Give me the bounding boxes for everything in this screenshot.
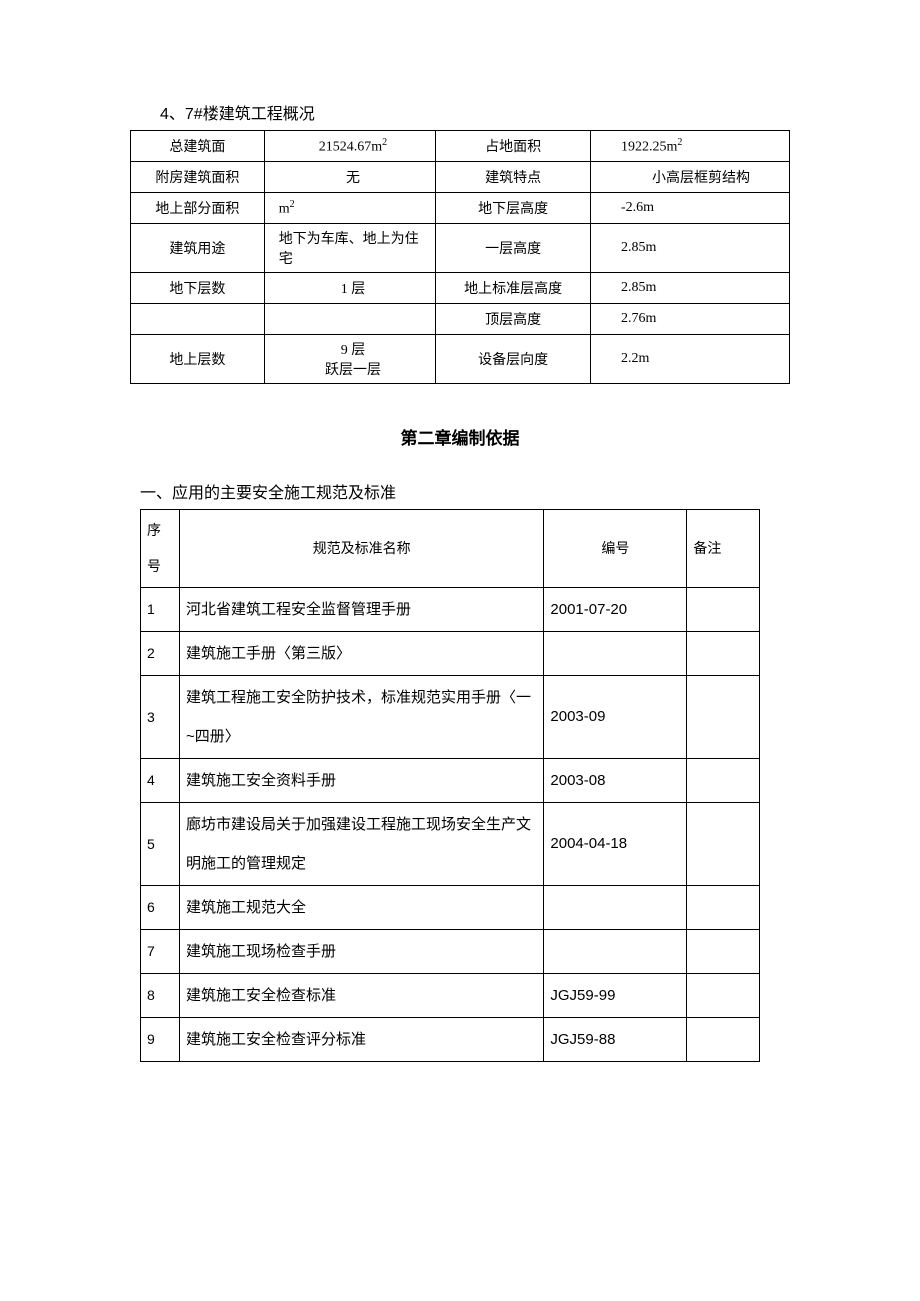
- table-row: 建筑用途地下为车库、地上为住宅一层高度2.85m: [131, 224, 790, 273]
- col-header-code: 编号: [544, 510, 687, 588]
- cell-note: [687, 802, 760, 885]
- cell-name: 建筑施工现场检查手册: [180, 929, 544, 973]
- col-header-name: 规范及标准名称: [180, 510, 544, 588]
- cell-name: 建筑施工手册〈第三版〉: [180, 631, 544, 675]
- cell-value: 2.85m: [591, 273, 790, 304]
- cell-seq: 4: [141, 758, 180, 802]
- table-row: 9建筑施工安全检查评分标准JGJ59-88: [141, 1017, 760, 1061]
- cell-note: [687, 758, 760, 802]
- table-row: 7建筑施工现场检查手册: [141, 929, 760, 973]
- cell-value: 2.76m: [591, 304, 790, 335]
- cell-value: m2: [264, 193, 436, 224]
- cell-note: [687, 675, 760, 758]
- cell-name: 河北省建筑工程安全监督管理手册: [180, 587, 544, 631]
- cell-code: 2003-08: [544, 758, 687, 802]
- cell-seq: 1: [141, 587, 180, 631]
- cell-label: 建筑用途: [131, 224, 265, 273]
- table-row: 5廊坊市建设局关于加强建设工程施工现场安全生产文明施工的管理规定2004-04-…: [141, 802, 760, 885]
- cell-seq: 6: [141, 885, 180, 929]
- cell-label: 地下层高度: [436, 193, 591, 224]
- cell-label: 地上标准层高度: [436, 273, 591, 304]
- cell-note: [687, 631, 760, 675]
- cell-value: 21524.67m2: [264, 131, 436, 162]
- subsection-heading: 4、7#楼建筑工程概况: [160, 100, 790, 124]
- standards-table: 序号 规范及标准名称 编号 备注 1河北省建筑工程安全监督管理手册2001-07…: [140, 509, 760, 1062]
- cell-label: 地下层数: [131, 273, 265, 304]
- overview-table: 总建筑面21524.67m2占地面积1922.25m2附房建筑面积无建筑特点小高…: [130, 130, 790, 384]
- cell-seq: 9: [141, 1017, 180, 1061]
- cell-name: 建筑工程施工安全防护技术，标准规范实用手册〈一~四册〉: [180, 675, 544, 758]
- cell-value: 1 层: [264, 273, 436, 304]
- chapter-heading: 第二章编制依据: [130, 424, 790, 449]
- cell-seq: 2: [141, 631, 180, 675]
- table-row: 3建筑工程施工安全防护技术，标准规范实用手册〈一~四册〉2003-09: [141, 675, 760, 758]
- cell-value: 小高层框剪结构: [591, 162, 790, 193]
- col-header-seq: 序号: [141, 510, 180, 588]
- cell-note: [687, 973, 760, 1017]
- cell-label: 顶层高度: [436, 304, 591, 335]
- cell-code: 2004-04-18: [544, 802, 687, 885]
- cell-value: 2.2m: [591, 335, 790, 384]
- section-heading: 一、应用的主要安全施工规范及标准: [140, 479, 790, 503]
- table-header-row: 序号 规范及标准名称 编号 备注: [141, 510, 760, 588]
- cell-name: 建筑施工安全资料手册: [180, 758, 544, 802]
- col-header-note: 备注: [687, 510, 760, 588]
- cell-code: [544, 631, 687, 675]
- table-row: 地上层数9 层跃层一层设备层向度2.2m: [131, 335, 790, 384]
- table-row: 2建筑施工手册〈第三版〉: [141, 631, 760, 675]
- cell-label: 地上层数: [131, 335, 265, 384]
- cell-code: JGJ59-99: [544, 973, 687, 1017]
- cell-code: [544, 885, 687, 929]
- table-row: 顶层高度2.76m: [131, 304, 790, 335]
- cell-label: [131, 304, 265, 335]
- cell-label: 一层高度: [436, 224, 591, 273]
- cell-name: 廊坊市建设局关于加强建设工程施工现场安全生产文明施工的管理规定: [180, 802, 544, 885]
- cell-label: 占地面积: [436, 131, 591, 162]
- cell-code: 2003-09: [544, 675, 687, 758]
- cell-note: [687, 587, 760, 631]
- table-row: 6建筑施工规范大全: [141, 885, 760, 929]
- cell-seq: 3: [141, 675, 180, 758]
- table-row: 总建筑面21524.67m2占地面积1922.25m2: [131, 131, 790, 162]
- cell-code: [544, 929, 687, 973]
- cell-value: 1922.25m2: [591, 131, 790, 162]
- table-row: 8建筑施工安全检查标准JGJ59-99: [141, 973, 760, 1017]
- page: 4、7#楼建筑工程概况 总建筑面21524.67m2占地面积1922.25m2附…: [0, 0, 920, 1142]
- cell-note: [687, 1017, 760, 1061]
- cell-value: 2.85m: [591, 224, 790, 273]
- cell-name: 建筑施工安全检查标准: [180, 973, 544, 1017]
- cell-label: 建筑特点: [436, 162, 591, 193]
- cell-code: JGJ59-88: [544, 1017, 687, 1061]
- cell-value: 地下为车库、地上为住宅: [264, 224, 436, 273]
- cell-code: 2001-07-20: [544, 587, 687, 631]
- table-row: 1河北省建筑工程安全监督管理手册2001-07-20: [141, 587, 760, 631]
- table-row: 地上部分面积m2地下层高度-2.6m: [131, 193, 790, 224]
- table-row: 地下层数1 层地上标准层高度2.85m: [131, 273, 790, 304]
- cell-seq: 8: [141, 973, 180, 1017]
- cell-name: 建筑施工规范大全: [180, 885, 544, 929]
- cell-seq: 5: [141, 802, 180, 885]
- cell-seq: 7: [141, 929, 180, 973]
- table-row: 附房建筑面积无建筑特点小高层框剪结构: [131, 162, 790, 193]
- cell-label: 总建筑面: [131, 131, 265, 162]
- cell-label: 附房建筑面积: [131, 162, 265, 193]
- cell-name: 建筑施工安全检查评分标准: [180, 1017, 544, 1061]
- cell-value: 9 层跃层一层: [264, 335, 436, 384]
- table-row: 4建筑施工安全资料手册2003-08: [141, 758, 760, 802]
- cell-value: 无: [264, 162, 436, 193]
- cell-note: [687, 885, 760, 929]
- cell-note: [687, 929, 760, 973]
- cell-value: [264, 304, 436, 335]
- cell-label: 设备层向度: [436, 335, 591, 384]
- cell-label: 地上部分面积: [131, 193, 265, 224]
- cell-value: -2.6m: [591, 193, 790, 224]
